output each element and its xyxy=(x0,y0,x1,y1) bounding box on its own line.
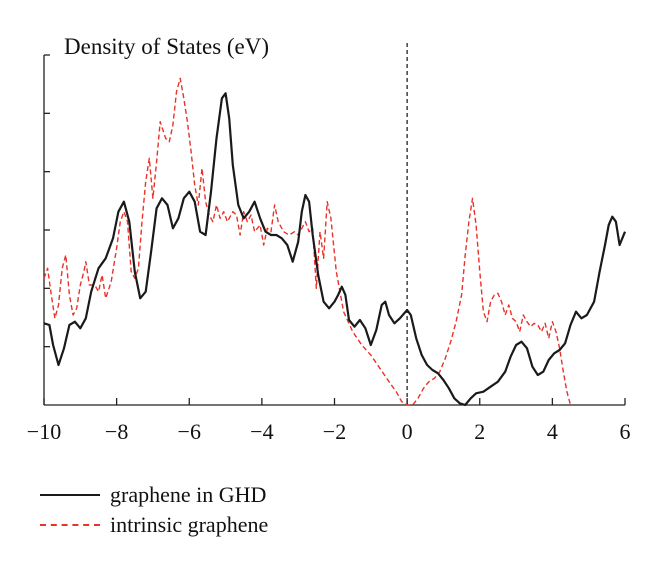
legend-item-ghd: graphene in GHD xyxy=(40,480,268,510)
x-tick-label-1: −8 xyxy=(105,419,128,444)
series-line-intrinsic-graphene xyxy=(43,77,573,406)
x-tick-label-8: 6 xyxy=(620,419,631,444)
x-tick-label-0: −10 xyxy=(27,419,61,444)
y-axis-label: Density of States (eV) xyxy=(64,34,269,59)
legend: graphene in GHD intrinsic graphene xyxy=(40,480,268,540)
dos-chart: −10 −8 −6 −4 −2 0 2 4 6 Density of States (eV) xyxy=(27,34,631,444)
series-line-graphene-in-ghd xyxy=(43,92,627,407)
x-tick-label-3: −4 xyxy=(250,419,273,444)
x-tick-label-7: 4 xyxy=(547,419,558,444)
legend-label-intrinsic: intrinsic graphene xyxy=(110,512,269,537)
legend-swatch-solid xyxy=(40,494,100,496)
legend-item-intrinsic: intrinsic graphene xyxy=(40,510,268,540)
axes: −10 −8 −6 −4 −2 0 2 4 6 xyxy=(27,43,631,444)
legend-swatch-dashed xyxy=(40,524,100,526)
x-tick-label-5: 0 xyxy=(402,419,413,444)
series-layer xyxy=(43,77,627,407)
x-tick-label-2: −6 xyxy=(178,419,201,444)
legend-label-ghd: graphene in GHD xyxy=(110,482,267,507)
x-tick-label-6: 2 xyxy=(474,419,485,444)
x-tick-label-4: −2 xyxy=(323,419,346,444)
